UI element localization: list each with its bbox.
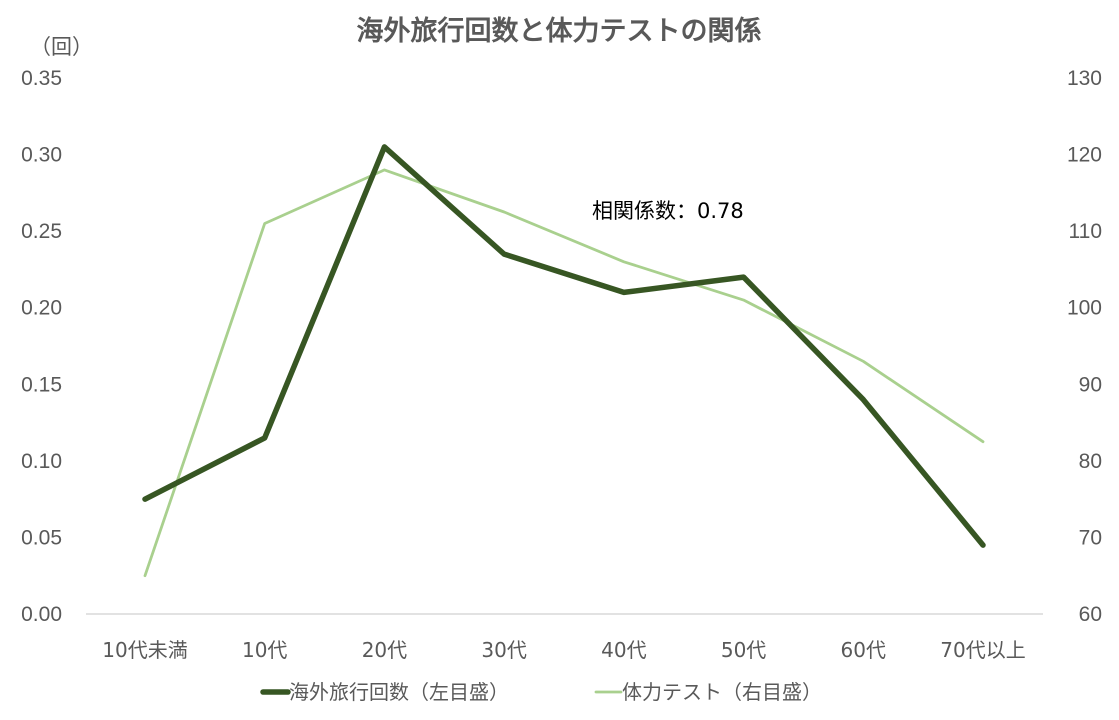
right-axis-ticks: 60 70 80 90 100 110 120 130 <box>1067 67 1102 626</box>
series-line-fitness <box>143 168 985 578</box>
left-axis-tick-label: 0.15 <box>21 373 62 396</box>
category-axis-labels: 10代未満 10代 20代 30代 40代 50代 60代 70代以上 <box>102 638 1025 662</box>
left-axis-tick-label: 0.30 <box>21 144 62 167</box>
left-axis-tick-label: 0.25 <box>21 220 62 243</box>
left-axis-unit: （回） <box>30 35 93 59</box>
right-axis-tick-label: 90 <box>1079 373 1102 396</box>
left-axis-ticks: 0.00 0.05 0.10 0.15 0.20 0.25 0.30 0.35 <box>21 67 62 626</box>
series-line-travel <box>142 144 986 548</box>
legend: 海外旅行回数（左目盛） 体力テスト（右目盛） <box>260 680 822 704</box>
legend-label: 海外旅行回数（左目盛） <box>289 680 509 704</box>
left-axis-tick-label: 0.00 <box>21 603 62 626</box>
chart-title: 海外旅行回数と体力テストの関係 <box>357 15 762 47</box>
right-axis-tick-label: 80 <box>1079 450 1102 473</box>
right-axis-tick-label: 130 <box>1067 67 1102 90</box>
right-axis-tick-label: 110 <box>1069 220 1102 243</box>
series-lines <box>142 144 986 578</box>
left-axis-tick-label: 0.10 <box>21 450 62 473</box>
left-axis-tick-label: 0.20 <box>21 297 62 320</box>
right-axis-tick-label: 120 <box>1067 144 1102 167</box>
category-label: 20代 <box>362 638 407 662</box>
right-axis-tick-label: 70 <box>1079 526 1102 549</box>
category-label: 30代 <box>481 638 526 662</box>
correlation-annotation: 相関係数：0.78 <box>592 199 744 223</box>
category-label: 70代以上 <box>940 638 1025 662</box>
right-axis-tick-label: 100 <box>1067 297 1102 320</box>
category-label: 50代 <box>721 638 766 662</box>
category-label: 40代 <box>601 638 646 662</box>
category-label: 10代 <box>242 638 287 662</box>
category-label: 10代未満 <box>102 638 187 662</box>
category-label: 60代 <box>841 638 886 662</box>
left-axis-tick-label: 0.05 <box>21 526 62 549</box>
legend-label: 体力テスト（右目盛） <box>622 680 822 704</box>
right-axis-tick-label: 60 <box>1079 603 1102 626</box>
left-axis-tick-label: 0.35 <box>21 67 62 90</box>
